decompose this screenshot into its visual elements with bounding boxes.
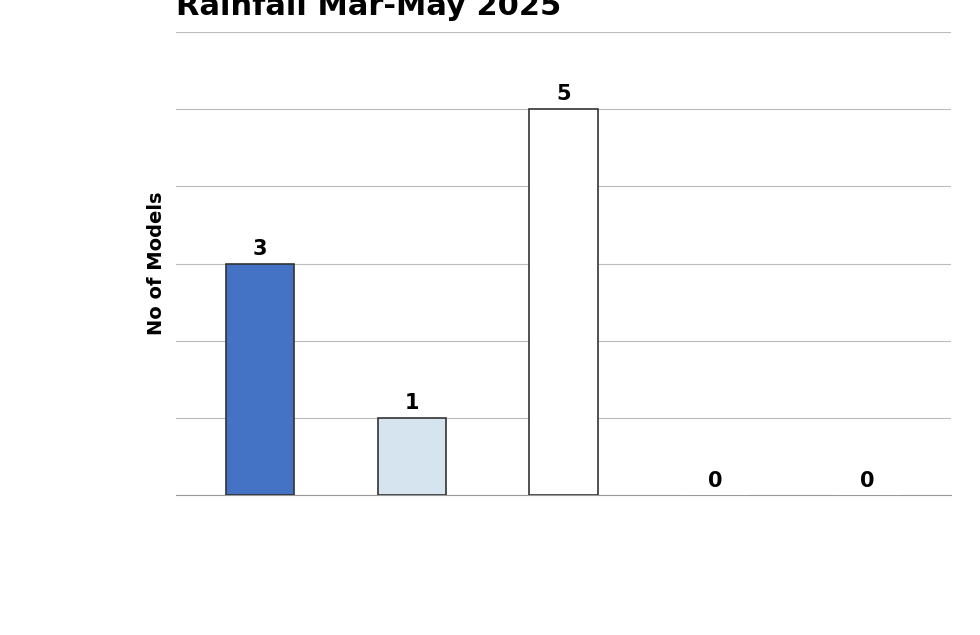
Text: Model Distribution Summary for Victoria
Rainfall Mar-May 2025: Model Distribution Summary for Victoria …	[176, 0, 873, 21]
Bar	[377, 418, 446, 495]
Y-axis label: No of Models: No of Models	[147, 192, 166, 335]
Bar	[225, 264, 294, 495]
Text: 3: 3	[253, 239, 268, 259]
Text: 0: 0	[859, 471, 874, 491]
Text: 5: 5	[557, 84, 570, 104]
Text: 0: 0	[709, 471, 722, 491]
Bar	[529, 109, 598, 495]
Text: 1: 1	[405, 394, 418, 413]
